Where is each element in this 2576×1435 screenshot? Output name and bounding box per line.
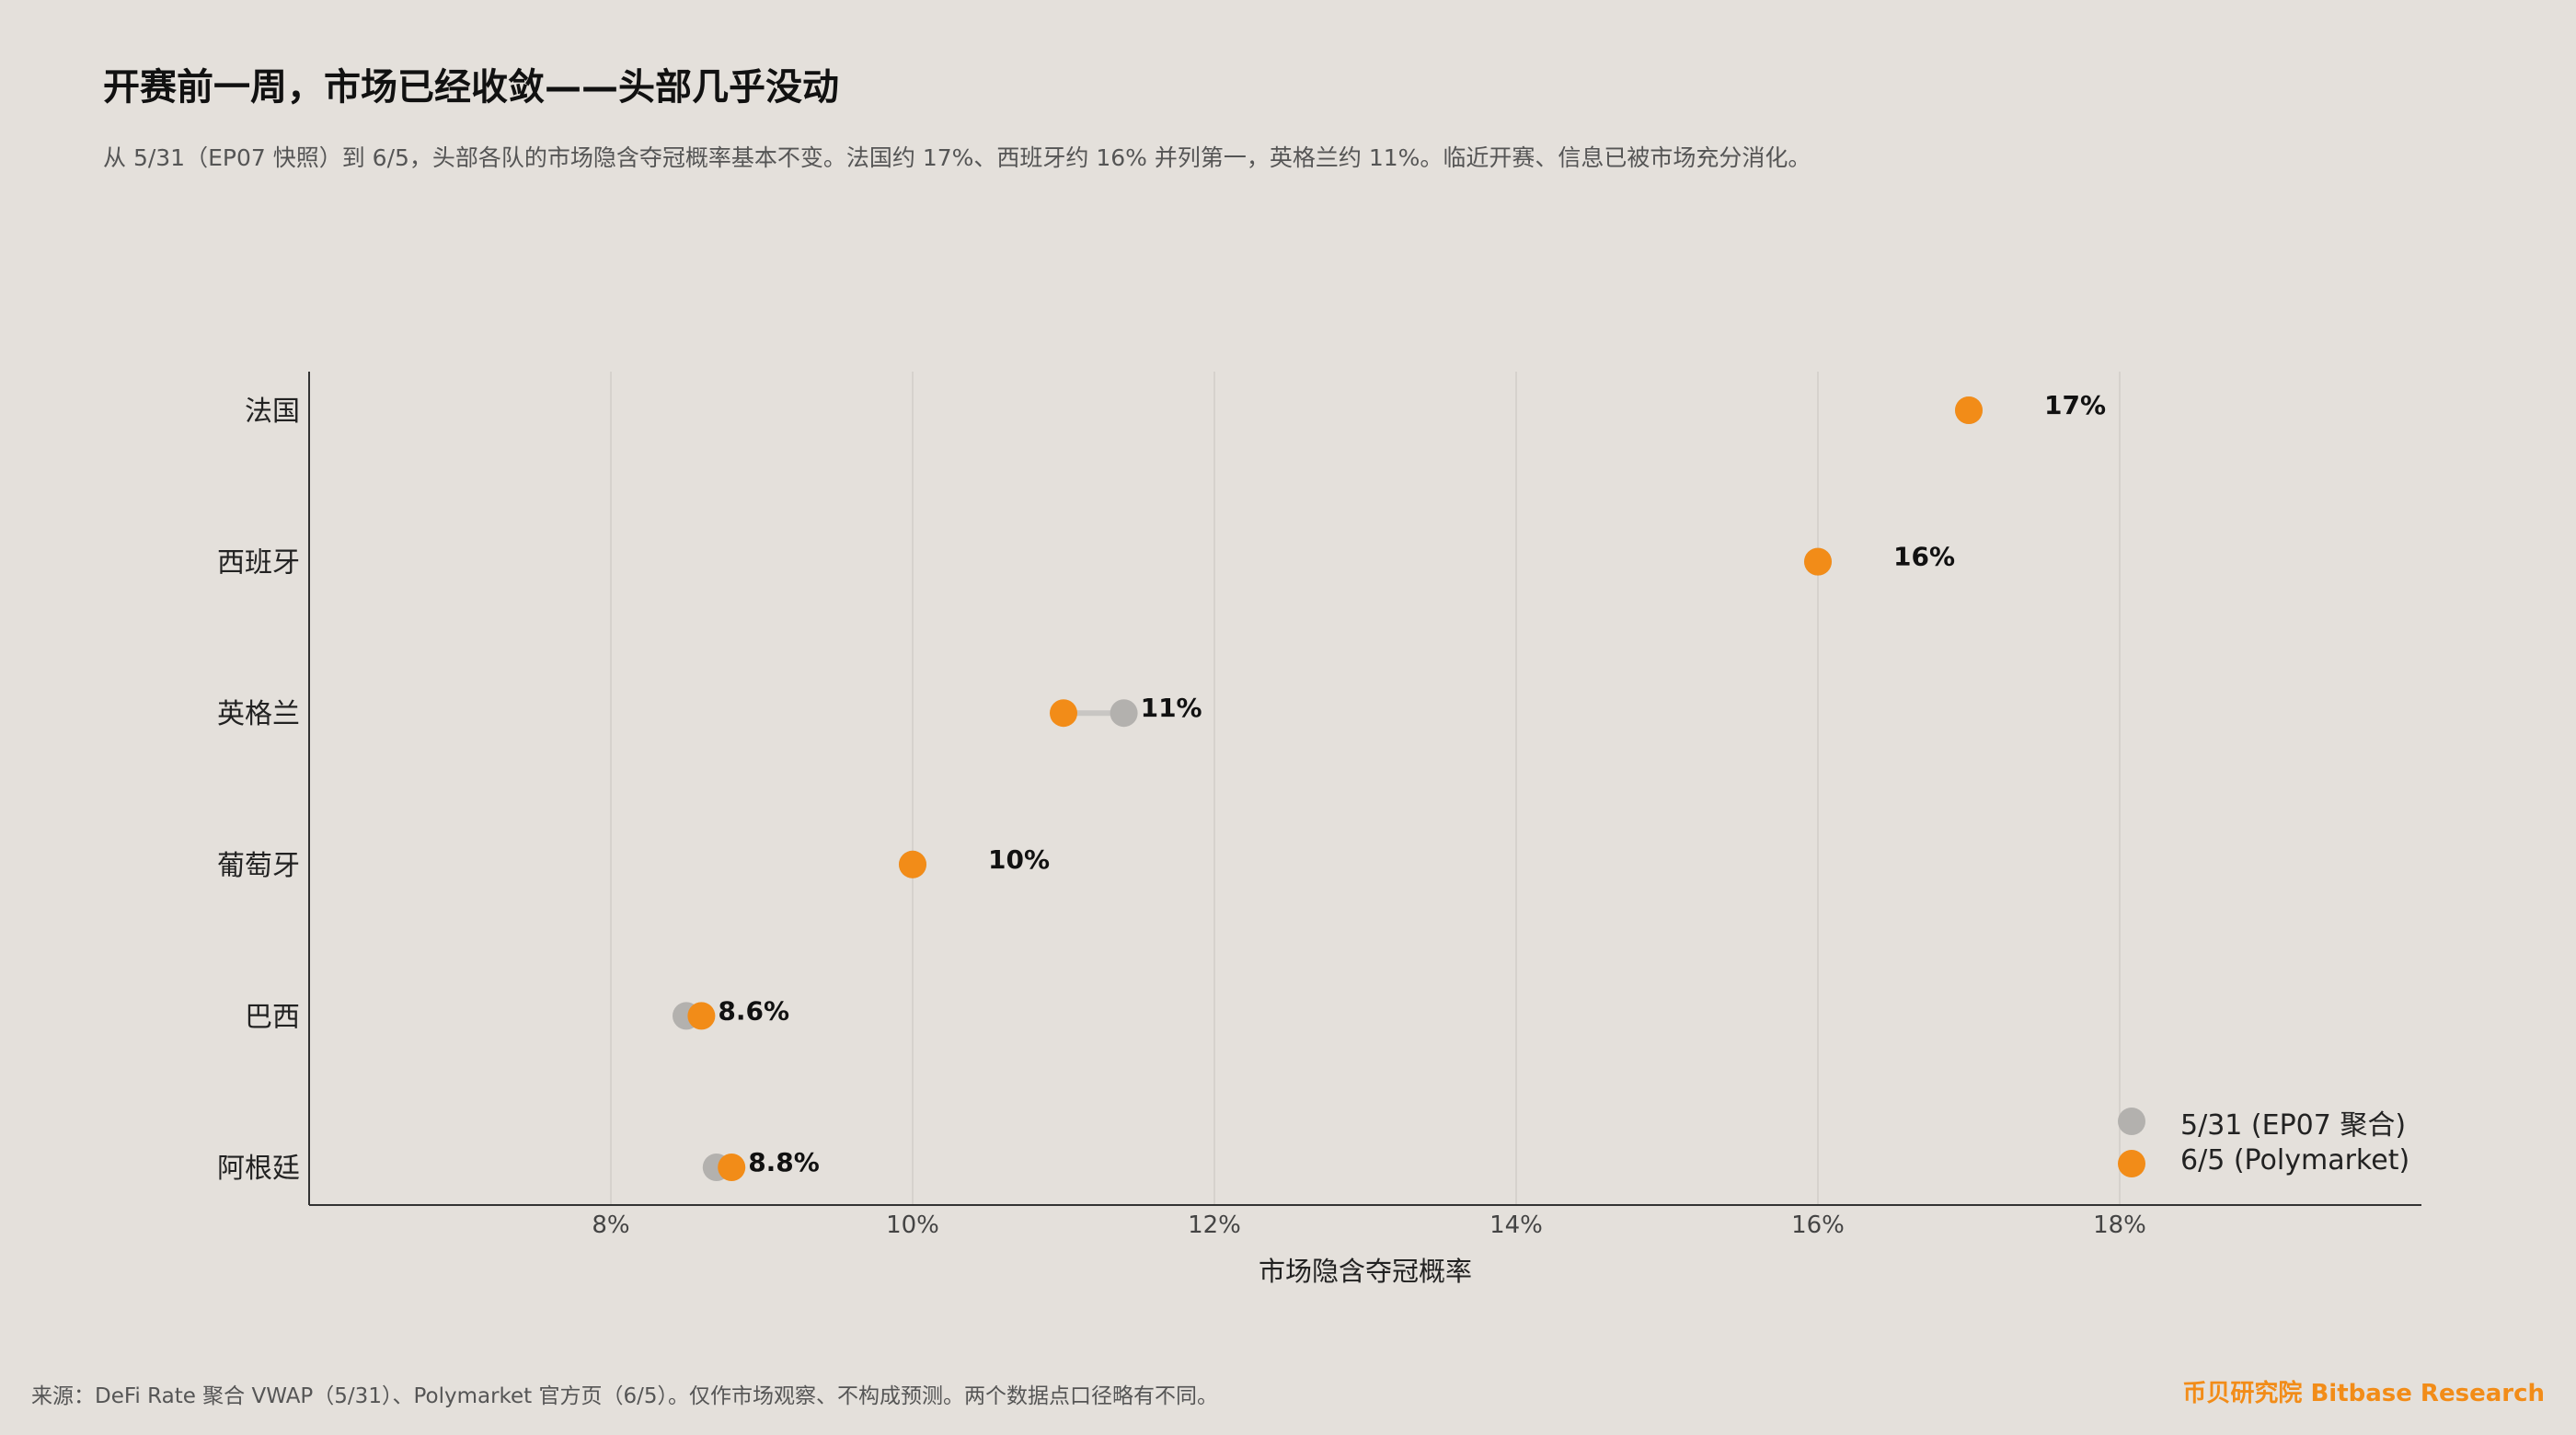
legend-marker-new xyxy=(2118,1150,2145,1177)
value-label: 17% xyxy=(2044,390,2106,420)
legend-label-new: 6/5 (Polymarket) xyxy=(2180,1144,2410,1177)
point-5-31 xyxy=(1110,699,1138,728)
category-label: 法国 xyxy=(245,396,300,428)
x-tick-label: 18% xyxy=(2093,1211,2146,1239)
legend-label-old: 5/31 (EP07 聚合) xyxy=(2180,1109,2407,1142)
chart-subtitle: 从 5/31（EP07 快照）到 6/5，头部各队的市场隐含夺冠概率基本不变。法… xyxy=(103,144,1811,171)
legend-marker-old xyxy=(2118,1108,2145,1135)
category-label: 英格兰 xyxy=(217,698,300,730)
value-label: 8.8% xyxy=(748,1147,820,1177)
point-6-5 xyxy=(1955,396,1983,424)
x-axis-label: 市场隐含夺冠概率 xyxy=(1259,1256,1472,1287)
point-6-5 xyxy=(687,1002,716,1030)
x-tick-label: 16% xyxy=(1791,1211,1845,1239)
x-tick-label: 10% xyxy=(886,1211,939,1239)
point-6-5 xyxy=(718,1154,746,1181)
value-label: 11% xyxy=(1141,693,1202,723)
chart-title: 开赛前一周，市场已经收敛——头部几乎没动 xyxy=(103,66,839,109)
value-label: 16% xyxy=(1893,542,1955,572)
footer-source: 来源：DeFi Rate 聚合 VWAP（5/31）、Polymarket 官方… xyxy=(31,1384,1219,1408)
point-6-5 xyxy=(899,850,926,878)
category-label: 阿根廷 xyxy=(217,1153,300,1185)
category-label: 西班牙 xyxy=(217,547,300,580)
point-6-5 xyxy=(1804,547,1832,576)
category-label: 葡萄牙 xyxy=(217,850,300,882)
value-label: 10% xyxy=(988,844,1050,875)
x-tick-label: 12% xyxy=(1188,1211,1241,1239)
point-6-5 xyxy=(1050,699,1077,728)
footer-brand: 币贝研究院 Bitbase Research xyxy=(2182,1380,2545,1407)
category-label: 巴西 xyxy=(245,1001,300,1033)
x-tick-label: 8% xyxy=(592,1211,629,1239)
value-label: 8.6% xyxy=(718,995,789,1026)
dumbbell-chart: 8% 10% 12% 14% 16% 18% 市场隐含夺冠概率 法国 17% 西班牙 16% 英格兰 1… xyxy=(217,372,2421,1287)
x-tick-label: 14% xyxy=(1489,1211,1543,1239)
